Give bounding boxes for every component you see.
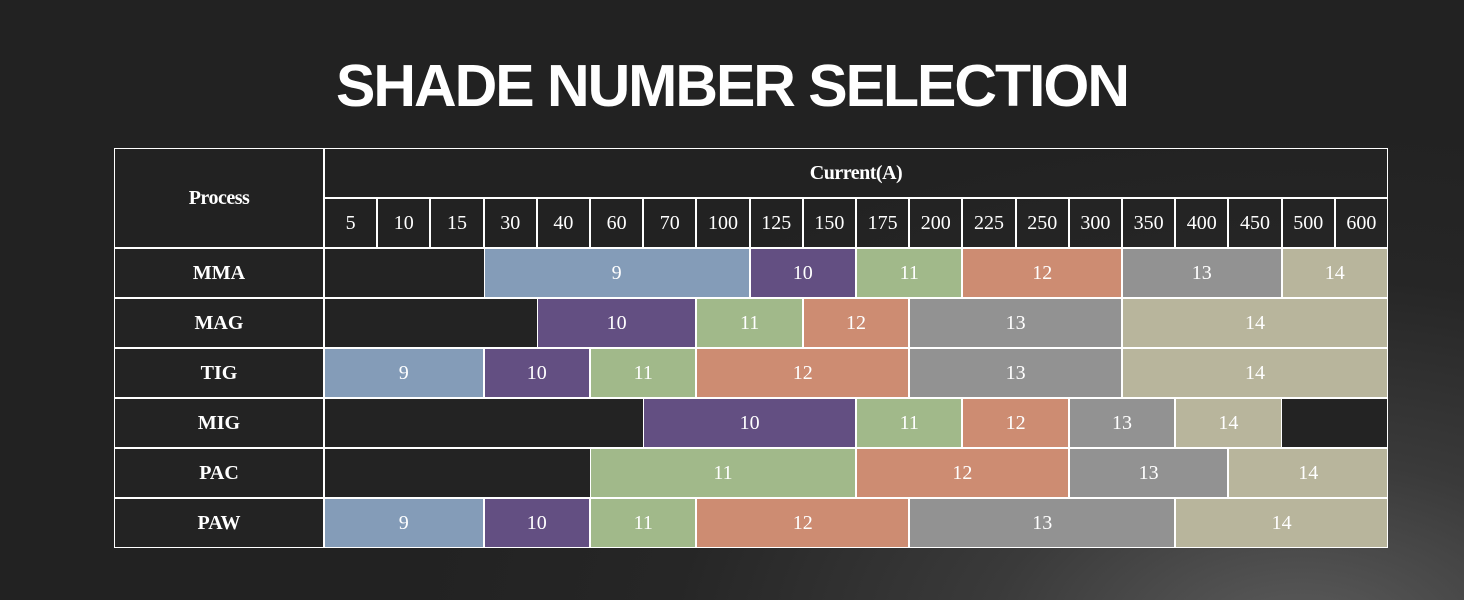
shade-bar: 13 (1068, 398, 1176, 448)
current-tick: 350 (1122, 198, 1176, 248)
shade-bar: 12 (696, 498, 910, 548)
shade-bar: 13 (1122, 248, 1282, 298)
shade-bar: 12 (962, 248, 1122, 298)
current-tick: 150 (802, 198, 856, 248)
shade-bar: 9 (483, 248, 750, 298)
shade-bar: 14 (1122, 348, 1388, 398)
process-header: Process (114, 148, 324, 248)
shade-bar: 12 (696, 348, 910, 398)
current-tick: 60 (590, 198, 644, 248)
process-label-paw: PAW (114, 498, 324, 548)
shade-bar: 13 (909, 498, 1176, 548)
shade-bar: 13 (909, 348, 1122, 398)
shade-bar: 9 (324, 498, 484, 548)
process-label-mig: MIG (114, 398, 324, 448)
current-tick: 450 (1228, 198, 1282, 248)
shade-bar: 10 (483, 348, 590, 398)
shade-bar: 12 (802, 298, 910, 348)
shade-bar: 14 (1122, 298, 1388, 348)
shade-bar: 14 (1175, 398, 1282, 448)
shade-bar: 11 (590, 448, 856, 498)
current-tick: 40 (536, 198, 590, 248)
current-tick: 400 (1175, 198, 1229, 248)
shade-bar: 13 (909, 298, 1122, 348)
shade-bar: 11 (590, 498, 697, 548)
shade-table: Process Current(A) 5 10 15 30 40 60 70 100 125 15… (114, 148, 1388, 548)
shade-bar: 12 (856, 448, 1069, 498)
shade-bar: 11 (856, 248, 963, 298)
current-tick: 100 (696, 198, 750, 248)
current-tick: 300 (1068, 198, 1122, 248)
shade-bar: 11 (856, 398, 963, 448)
process-label-pac: PAC (114, 448, 324, 498)
current-tick: 15 (430, 198, 484, 248)
current-tick: 200 (909, 198, 963, 248)
current-tick: 30 (483, 198, 537, 248)
current-tick: 5 (324, 198, 378, 248)
process-label-mag: MAG (114, 298, 324, 348)
current-tick: 225 (962, 198, 1016, 248)
shade-bar: 14 (1281, 248, 1388, 298)
current-tick: 600 (1334, 198, 1388, 248)
current-tick: 175 (856, 198, 910, 248)
shade-bar: 13 (1068, 448, 1229, 498)
current-tick: 500 (1281, 198, 1335, 248)
page-title: SHADE NUMBER SELECTION (336, 53, 1130, 119)
shade-bar: 10 (483, 498, 590, 548)
process-label-mma: MMA (114, 248, 324, 298)
shade-bar: 14 (1228, 448, 1388, 498)
shade-bar: 10 (643, 398, 856, 448)
process-label-tig: TIG (114, 348, 324, 398)
current-tick: 125 (749, 198, 803, 248)
shade-bar: 9 (324, 348, 484, 398)
shade-bar: 14 (1175, 498, 1388, 548)
shade-bar: 12 (962, 398, 1069, 448)
shade-bar: 10 (749, 248, 856, 298)
shade-bar: 11 (590, 348, 697, 398)
current-tick: 250 (1015, 198, 1069, 248)
shade-bar: 11 (696, 298, 803, 348)
shade-bar: 10 (536, 298, 697, 348)
current-header: Current(A) (324, 148, 1388, 198)
current-tick: 70 (643, 198, 697, 248)
current-tick: 10 (377, 198, 431, 248)
